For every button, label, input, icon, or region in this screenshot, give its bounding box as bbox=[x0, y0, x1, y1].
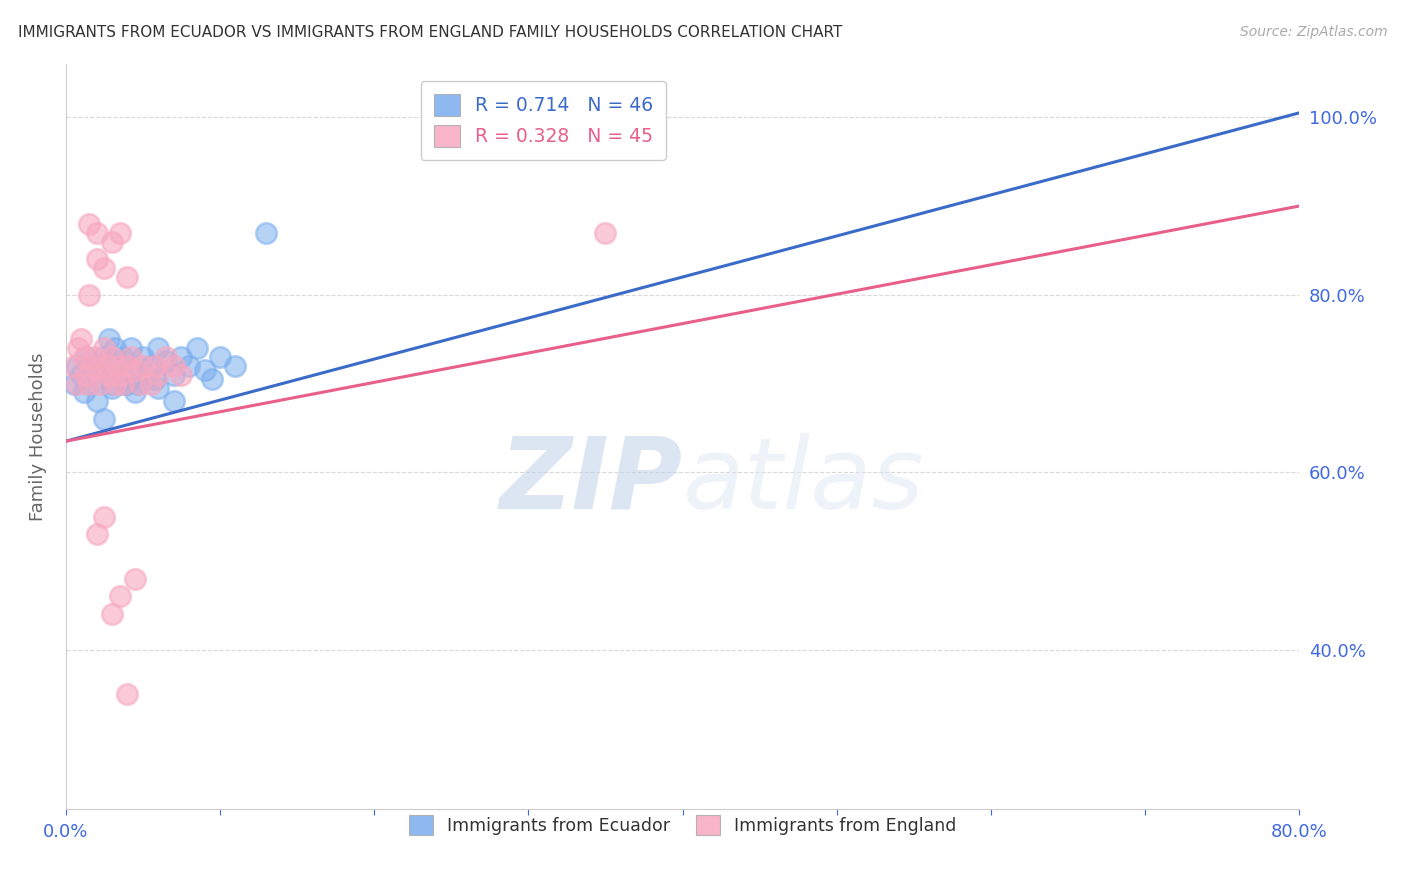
Point bbox=[83, 350, 105, 364]
Point bbox=[77, 217, 100, 231]
Point bbox=[148, 381, 170, 395]
Point bbox=[73, 385, 96, 400]
Point bbox=[143, 372, 166, 386]
Point bbox=[86, 252, 108, 267]
Point bbox=[77, 287, 100, 301]
Point bbox=[254, 226, 277, 240]
Point bbox=[73, 350, 96, 364]
Point bbox=[104, 376, 127, 391]
Point bbox=[101, 350, 124, 364]
Point bbox=[62, 376, 84, 391]
Point bbox=[148, 368, 170, 382]
Point bbox=[101, 235, 124, 249]
Point bbox=[70, 332, 93, 346]
Point bbox=[98, 368, 121, 382]
Point bbox=[201, 372, 224, 386]
Point bbox=[93, 341, 115, 355]
Point bbox=[108, 368, 131, 382]
Point bbox=[101, 607, 124, 622]
Point bbox=[96, 359, 118, 373]
Point bbox=[155, 354, 177, 368]
Y-axis label: Family Households: Family Households bbox=[30, 352, 46, 521]
Text: IMMIGRANTS FROM ECUADOR VS IMMIGRANTS FROM ENGLAND FAMILY HOUSEHOLDS CORRELATION: IMMIGRANTS FROM ECUADOR VS IMMIGRANTS FR… bbox=[18, 25, 842, 40]
Point bbox=[128, 376, 150, 391]
Point bbox=[105, 359, 128, 373]
Text: Source: ZipAtlas.com: Source: ZipAtlas.com bbox=[1240, 25, 1388, 39]
Point bbox=[108, 368, 131, 382]
Point bbox=[108, 226, 131, 240]
Point bbox=[193, 363, 215, 377]
Point bbox=[155, 350, 177, 364]
Point bbox=[120, 350, 142, 364]
Point bbox=[139, 359, 162, 373]
Point bbox=[75, 368, 97, 382]
Point bbox=[127, 376, 149, 391]
Text: atlas: atlas bbox=[682, 433, 924, 530]
Point bbox=[89, 376, 111, 391]
Point bbox=[86, 363, 108, 377]
Point bbox=[124, 385, 146, 400]
Point bbox=[75, 350, 97, 364]
Point bbox=[67, 341, 90, 355]
Point bbox=[124, 572, 146, 586]
Point bbox=[86, 394, 108, 409]
Point bbox=[65, 359, 87, 373]
Point bbox=[595, 226, 617, 240]
Text: ZIP: ZIP bbox=[499, 433, 682, 530]
Point bbox=[108, 590, 131, 604]
Point bbox=[148, 341, 170, 355]
Point bbox=[86, 527, 108, 541]
Point bbox=[93, 350, 115, 364]
Point bbox=[80, 359, 103, 373]
Point bbox=[83, 359, 105, 373]
Point bbox=[108, 368, 131, 382]
Point bbox=[86, 363, 108, 377]
Point bbox=[86, 226, 108, 240]
Point bbox=[117, 359, 139, 373]
Point bbox=[208, 350, 231, 364]
Point bbox=[105, 359, 128, 373]
Point bbox=[135, 368, 157, 382]
Point bbox=[111, 350, 134, 364]
Point bbox=[124, 363, 146, 377]
Point bbox=[96, 354, 118, 368]
Point bbox=[143, 359, 166, 373]
Point bbox=[124, 363, 146, 377]
Point bbox=[117, 359, 139, 373]
Point bbox=[170, 368, 193, 382]
Point bbox=[65, 376, 87, 391]
Point bbox=[170, 350, 193, 364]
Point bbox=[93, 261, 115, 276]
Point bbox=[179, 359, 201, 373]
Point bbox=[98, 332, 121, 346]
Point bbox=[163, 368, 186, 382]
Point bbox=[77, 376, 100, 391]
Point bbox=[163, 394, 186, 409]
Point bbox=[89, 372, 111, 386]
Point bbox=[117, 270, 139, 285]
Point bbox=[93, 509, 115, 524]
Point bbox=[70, 368, 93, 382]
Point bbox=[186, 341, 208, 355]
Point bbox=[117, 376, 139, 391]
Point bbox=[101, 381, 124, 395]
Point bbox=[101, 376, 124, 391]
Point bbox=[132, 372, 155, 386]
Point bbox=[163, 359, 186, 373]
Point bbox=[139, 376, 162, 391]
Point bbox=[77, 376, 100, 391]
Legend: Immigrants from Ecuador, Immigrants from England: Immigrants from Ecuador, Immigrants from… bbox=[402, 808, 963, 842]
Point bbox=[120, 341, 142, 355]
Point bbox=[104, 341, 127, 355]
Point bbox=[224, 359, 246, 373]
Point bbox=[112, 376, 135, 391]
Point bbox=[111, 376, 134, 391]
Point bbox=[62, 359, 84, 373]
Point bbox=[117, 687, 139, 701]
Point bbox=[132, 350, 155, 364]
Point bbox=[93, 412, 115, 426]
Point bbox=[132, 359, 155, 373]
